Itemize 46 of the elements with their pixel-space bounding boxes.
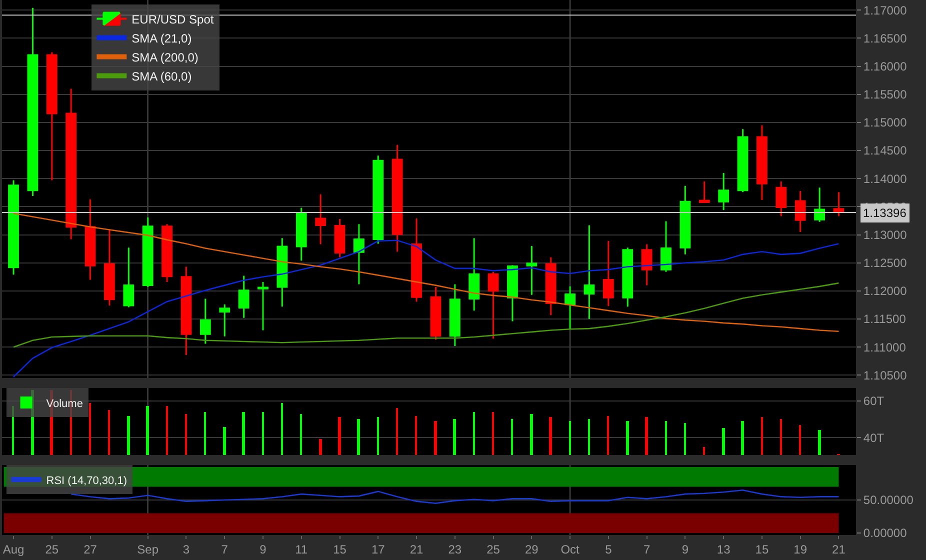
x-tick-label: 15 [333,542,347,556]
x-tick-label: 5 [605,542,612,556]
y-tick-label: 1.15000 [863,116,908,130]
y-tick-label: 1.17000 [863,3,908,18]
x-tick-label: Sep [137,542,159,556]
x-tick-label: 9 [682,542,689,556]
y-tick-label: 1.14500 [863,144,908,158]
x-tick-label: 3 [182,542,190,556]
y-tick-label: 1.15500 [863,88,908,102]
x-tick-label: 7 [643,542,650,556]
legend-label: SMA (60,0) [132,69,192,84]
x-tick-label: 21 [832,542,846,556]
y-tick-label: 60T [863,394,885,408]
x-tick-label: 11 [295,542,308,556]
ref-line-label: 1.13396 [863,206,907,220]
x-tick-label: 27 [84,542,98,556]
y-tick-label: 1.10500 [863,368,908,382]
y-tick-label: 1.16500 [863,31,908,46]
legend-label: SMA (200,0) [132,50,198,64]
x-tick-label: 21 [410,542,424,556]
legend-label: RSI (14,70,30,1) [46,474,127,487]
y-tick-label: 1.16000 [863,59,908,74]
legend-label: SMA (21,0) [132,31,192,46]
y-tick-label: 1.13000 [863,228,908,242]
legend-label: Volume [46,398,83,410]
y-tick-label: 1.11000 [863,340,906,354]
x-tick-label: 29 [524,542,539,556]
y-tick-label: 1.14000 [863,172,908,186]
legend-label: EUR/USD Spot [132,12,214,26]
x-tick-label: 15 [755,542,769,556]
y-tick-label: 40T [863,430,885,445]
y-tick-label: 1.12500 [863,256,908,270]
y-tick-label: 1.12000 [863,284,908,298]
x-tick-label: 25 [486,542,500,556]
x-tick-label: 7 [221,542,228,556]
x-tick-label: 17 [371,542,386,556]
x-tick-label: 23 [448,542,462,556]
x-tick-label: Aug [2,542,24,556]
x-tick-label: 25 [45,542,59,556]
y-tick-label: 1.11500 [863,312,906,326]
x-tick-label: 9 [260,542,267,556]
y-tick-label: 0.00000 [863,526,908,540]
x-tick-label: 19 [794,542,808,556]
y-tick-label: 50.00000 [863,493,914,508]
x-tick-label: 13 [716,542,731,556]
x-tick-label: Oct [560,542,580,556]
